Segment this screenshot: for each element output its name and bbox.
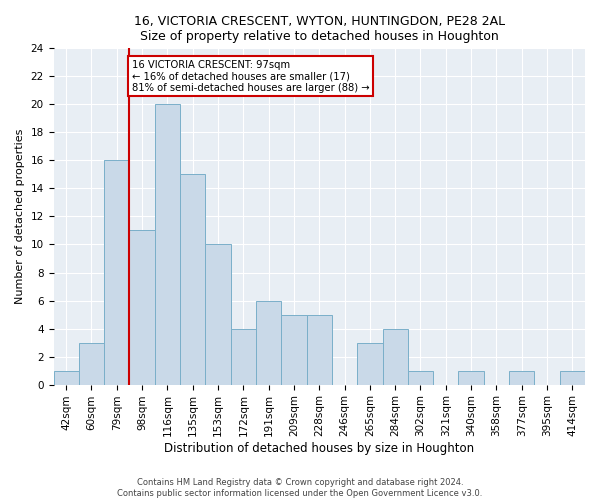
Bar xyxy=(155,104,180,384)
X-axis label: Distribution of detached houses by size in Houghton: Distribution of detached houses by size … xyxy=(164,442,475,455)
Bar xyxy=(104,160,130,384)
Bar xyxy=(180,174,205,384)
Bar xyxy=(408,370,433,384)
Bar xyxy=(256,300,281,384)
Bar xyxy=(458,370,484,384)
Bar xyxy=(79,342,104,384)
Y-axis label: Number of detached properties: Number of detached properties xyxy=(15,129,25,304)
Bar xyxy=(383,328,408,384)
Bar xyxy=(560,370,585,384)
Bar xyxy=(307,314,332,384)
Bar xyxy=(130,230,155,384)
Bar xyxy=(357,342,383,384)
Bar xyxy=(281,314,307,384)
Bar xyxy=(230,328,256,384)
Title: 16, VICTORIA CRESCENT, WYTON, HUNTINGDON, PE28 2AL
Size of property relative to : 16, VICTORIA CRESCENT, WYTON, HUNTINGDON… xyxy=(134,15,505,43)
Bar xyxy=(205,244,230,384)
Bar xyxy=(509,370,535,384)
Text: 16 VICTORIA CRESCENT: 97sqm
← 16% of detached houses are smaller (17)
81% of sem: 16 VICTORIA CRESCENT: 97sqm ← 16% of det… xyxy=(132,60,370,92)
Bar xyxy=(53,370,79,384)
Text: Contains HM Land Registry data © Crown copyright and database right 2024.
Contai: Contains HM Land Registry data © Crown c… xyxy=(118,478,482,498)
